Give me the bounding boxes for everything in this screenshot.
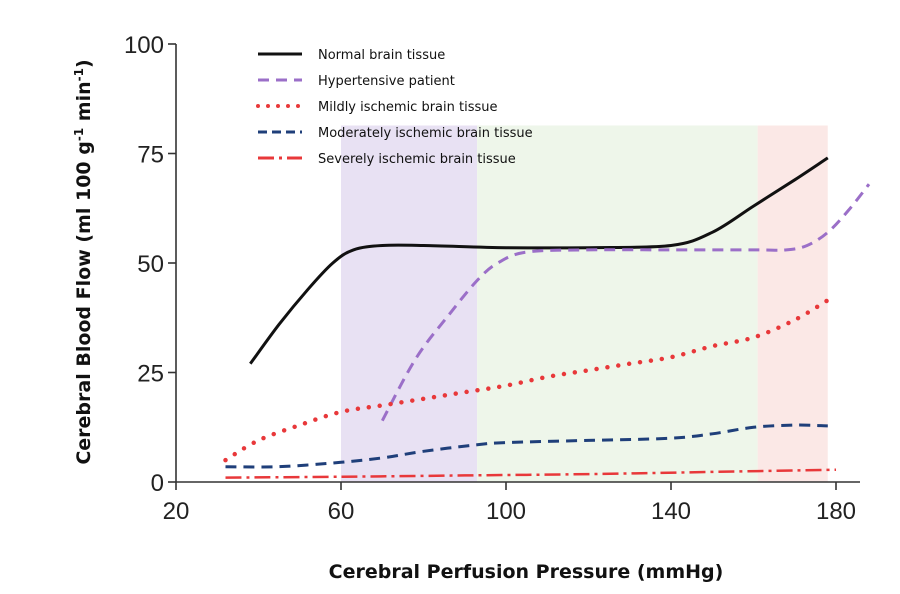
series-line-hypertensive — [380, 183, 871, 422]
series-line-moderate — [225, 423, 828, 469]
x-tick-label: 60 — [328, 498, 355, 525]
x-tick-label: 140 — [651, 498, 691, 525]
legend-label-moderate: Moderately ischemic brain tissue — [318, 126, 533, 141]
x-ticks: 20 60 100 140 180 — [163, 482, 856, 525]
legend-item-hypertensive: Hypertensive patient — [258, 74, 455, 89]
series-line-severe — [225, 468, 837, 479]
legend-item-moderate: Moderately ischemic brain tissue — [258, 126, 533, 141]
shaded-region-1 — [341, 125, 478, 482]
legend-label-severe: Severely ischemic brain tissue — [318, 152, 516, 167]
legend-label-hypertensive: Hypertensive patient — [318, 74, 455, 89]
y-tick-label: 25 — [137, 361, 164, 388]
legend-label-normal: Normal brain tissue — [318, 48, 445, 63]
y-ticks: 0 25 50 75 100 — [124, 32, 176, 497]
y-tick-label: 100 — [124, 32, 164, 59]
legend-item-normal: Normal brain tissue — [258, 48, 445, 63]
shaded-regions — [341, 125, 828, 482]
y-axis-title: Cerebral Blood Flow (ml 100 g-1 min-1) — [72, 59, 95, 464]
series-layer — [223, 156, 871, 479]
legend-item-mild: Mildly ischemic brain tissue — [256, 100, 498, 115]
series-line-normal — [249, 156, 829, 365]
x-tick-label: 20 — [163, 498, 190, 525]
shaded-region-3 — [757, 125, 828, 482]
x-tick-label: 180 — [816, 498, 856, 525]
y-tick-label: 0 — [151, 470, 164, 497]
y-tick-label: 50 — [137, 251, 164, 278]
shaded-region-2 — [477, 125, 758, 482]
x-tick-label: 100 — [486, 498, 526, 525]
legend: Normal brain tissue Hypertensive patient… — [256, 48, 533, 167]
legend-item-severe: Severely ischemic brain tissue — [258, 152, 516, 167]
y-tick-label: 75 — [137, 142, 164, 169]
legend-label-mild: Mildly ischemic brain tissue — [318, 100, 498, 115]
x-axis-title: Cerebral Perfusion Pressure (mmHg) — [329, 561, 724, 583]
